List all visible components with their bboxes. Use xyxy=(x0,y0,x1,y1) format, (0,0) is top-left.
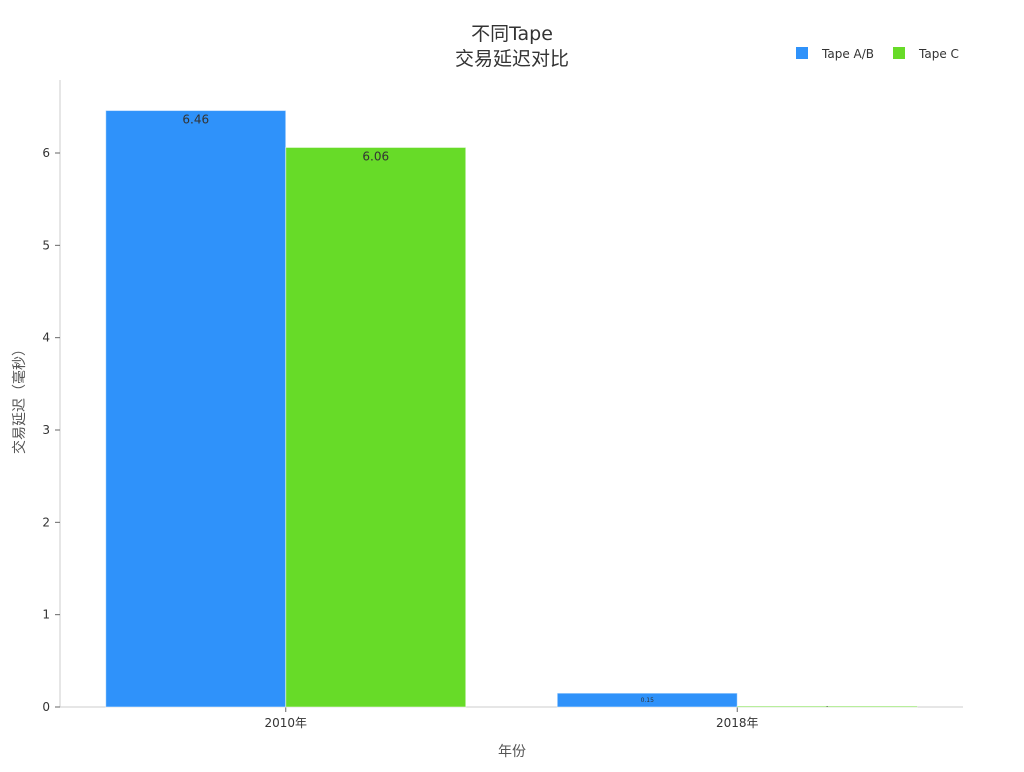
legend-label: Tape A/B xyxy=(821,47,874,61)
y-axis-title: 交易延迟（毫秒） xyxy=(11,342,28,454)
bar xyxy=(556,692,738,708)
legend-label: Tape C xyxy=(918,47,959,61)
data-label: 6.46 xyxy=(182,113,209,127)
y-tick-label: 4 xyxy=(42,331,50,345)
y-tick-label: 2 xyxy=(42,515,50,529)
data-label: - xyxy=(826,704,828,711)
data-label: 0.15 xyxy=(641,697,655,704)
y-tick-label: 3 xyxy=(42,423,50,437)
legend-swatch xyxy=(796,47,808,59)
bar xyxy=(285,146,467,708)
y-tick-label: 1 xyxy=(42,608,50,622)
bar xyxy=(105,110,287,708)
x-tick-label: 2010年 xyxy=(264,716,307,730)
bar xyxy=(736,705,918,708)
y-tick-label: 5 xyxy=(42,238,50,252)
data-label: 6.06 xyxy=(362,149,389,163)
x-axis-title: 年份 xyxy=(498,744,526,760)
chart-title-line: 交易延迟对比 xyxy=(455,48,569,70)
y-tick-label: 6 xyxy=(42,146,50,160)
legend-swatch xyxy=(893,47,905,59)
y-tick-label: 0 xyxy=(42,700,50,714)
chart-title-line: 不同Tape xyxy=(471,23,553,45)
x-tick-label: 2018年 xyxy=(716,716,759,730)
